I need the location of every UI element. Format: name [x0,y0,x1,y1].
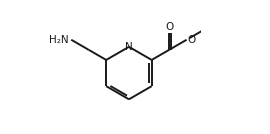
Text: O: O [187,35,196,45]
Text: N: N [125,42,133,52]
Text: O: O [165,22,173,32]
Text: H₂N: H₂N [49,35,69,45]
